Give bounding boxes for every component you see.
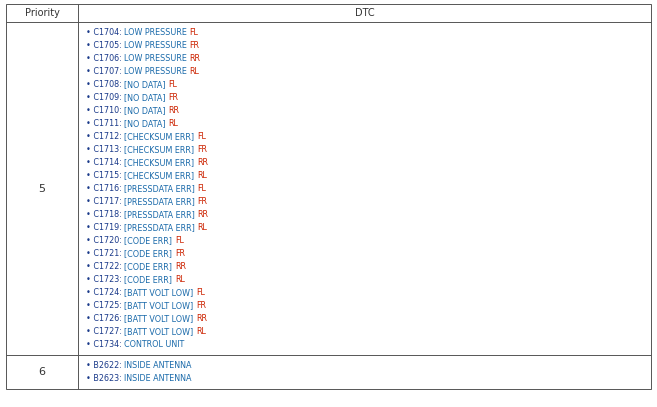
Text: [NO DATA]: [NO DATA]	[124, 80, 168, 89]
Text: RR: RR	[197, 158, 208, 167]
Text: • C1719:: • C1719:	[86, 223, 124, 232]
Text: [CHECKSUM ERR]: [CHECKSUM ERR]	[124, 171, 197, 180]
Text: LOW PRESSURE: LOW PRESSURE	[124, 54, 190, 63]
Text: FL: FL	[175, 236, 184, 245]
Text: [NO DATA]: [NO DATA]	[124, 93, 168, 102]
Text: INSIDE ANTENNA: INSIDE ANTENNA	[124, 361, 192, 370]
Text: RL: RL	[168, 119, 178, 128]
Text: FL: FL	[198, 184, 206, 193]
Text: RL: RL	[190, 67, 200, 76]
Text: • C1715:: • C1715:	[86, 171, 124, 180]
Text: FR: FR	[198, 197, 208, 206]
Text: LOW PRESSURE: LOW PRESSURE	[124, 67, 190, 76]
Text: [CODE ERR]: [CODE ERR]	[124, 262, 175, 271]
Text: [CHECKSUM ERR]: [CHECKSUM ERR]	[124, 158, 197, 167]
Text: [CODE ERR]: [CODE ERR]	[124, 249, 175, 258]
Text: Priority: Priority	[24, 8, 59, 18]
Text: • C1723:: • C1723:	[86, 275, 124, 284]
Text: FL: FL	[196, 288, 205, 297]
Text: • C1727:: • C1727:	[86, 327, 124, 336]
Text: RL: RL	[198, 223, 208, 232]
Text: • C1706:: • C1706:	[86, 54, 124, 63]
Text: [CODE ERR]: [CODE ERR]	[124, 275, 175, 284]
Text: RL: RL	[197, 171, 207, 180]
Text: • C1712:: • C1712:	[86, 132, 124, 141]
Text: • B2622:: • B2622:	[86, 361, 124, 370]
Text: [CHECKSUM ERR]: [CHECKSUM ERR]	[124, 145, 197, 154]
Text: [PRESSDATA ERR]: [PRESSDATA ERR]	[124, 197, 198, 206]
Text: • C1722:: • C1722:	[86, 262, 124, 271]
Text: • C1708:: • C1708:	[86, 80, 124, 89]
Text: RL: RL	[175, 275, 185, 284]
Text: • C1711:: • C1711:	[86, 119, 124, 128]
Text: • C1714:: • C1714:	[86, 158, 124, 167]
Text: • C1725:: • C1725:	[86, 301, 124, 310]
Text: • C1717:: • C1717:	[86, 197, 124, 206]
Text: 6: 6	[39, 367, 45, 377]
Text: [PRESSDATA ERR]: [PRESSDATA ERR]	[124, 184, 198, 193]
Text: • C1718:: • C1718:	[86, 210, 124, 219]
Text: LOW PRESSURE: LOW PRESSURE	[124, 41, 190, 50]
Text: FL: FL	[197, 132, 206, 141]
Text: RR: RR	[196, 314, 207, 323]
Text: [BATT VOLT LOW]: [BATT VOLT LOW]	[124, 314, 196, 323]
Text: • C1720:: • C1720:	[86, 236, 124, 245]
Text: [PRESSDATA ERR]: [PRESSDATA ERR]	[124, 223, 198, 232]
Text: • C1707:: • C1707:	[86, 67, 124, 76]
Text: [BATT VOLT LOW]: [BATT VOLT LOW]	[124, 327, 196, 336]
Text: FR: FR	[175, 249, 185, 258]
Text: • C1726:: • C1726:	[86, 314, 124, 323]
Text: FR: FR	[197, 145, 207, 154]
Text: RR: RR	[175, 262, 186, 271]
Text: FR: FR	[190, 41, 200, 50]
Text: • C1721:: • C1721:	[86, 249, 124, 258]
Text: RR: RR	[190, 54, 200, 63]
Text: • C1709:: • C1709:	[86, 93, 124, 102]
Text: • C1724:: • C1724:	[86, 288, 124, 297]
Text: • C1734:: • C1734:	[86, 340, 124, 349]
Text: [BATT VOLT LOW]: [BATT VOLT LOW]	[124, 301, 196, 310]
Text: [PRESSDATA ERR]: [PRESSDATA ERR]	[124, 210, 198, 219]
Text: RR: RR	[168, 106, 179, 115]
Text: [NO DATA]: [NO DATA]	[124, 119, 168, 128]
Text: [NO DATA]: [NO DATA]	[124, 106, 168, 115]
Text: • B2623:: • B2623:	[86, 374, 124, 383]
Text: FR: FR	[196, 301, 206, 310]
Text: • C1704:: • C1704:	[86, 28, 124, 37]
Text: CONTROL UNIT: CONTROL UNIT	[124, 340, 185, 349]
Text: [CODE ERR]: [CODE ERR]	[124, 236, 175, 245]
Text: RR: RR	[198, 210, 209, 219]
Text: FL: FL	[168, 80, 177, 89]
Text: INSIDE ANTENNA: INSIDE ANTENNA	[124, 374, 192, 383]
Text: FL: FL	[190, 28, 198, 37]
Text: • C1713:: • C1713:	[86, 145, 124, 154]
Text: RL: RL	[196, 327, 206, 336]
Text: • C1716:: • C1716:	[86, 184, 124, 193]
Text: [CHECKSUM ERR]: [CHECKSUM ERR]	[124, 132, 197, 141]
Text: DTC: DTC	[355, 8, 374, 18]
Text: 5: 5	[39, 184, 45, 193]
Text: • C1705:: • C1705:	[86, 41, 124, 50]
Text: LOW PRESSURE: LOW PRESSURE	[124, 28, 190, 37]
Text: • C1710:: • C1710:	[86, 106, 124, 115]
Text: [BATT VOLT LOW]: [BATT VOLT LOW]	[124, 288, 196, 297]
Text: FR: FR	[168, 93, 179, 102]
